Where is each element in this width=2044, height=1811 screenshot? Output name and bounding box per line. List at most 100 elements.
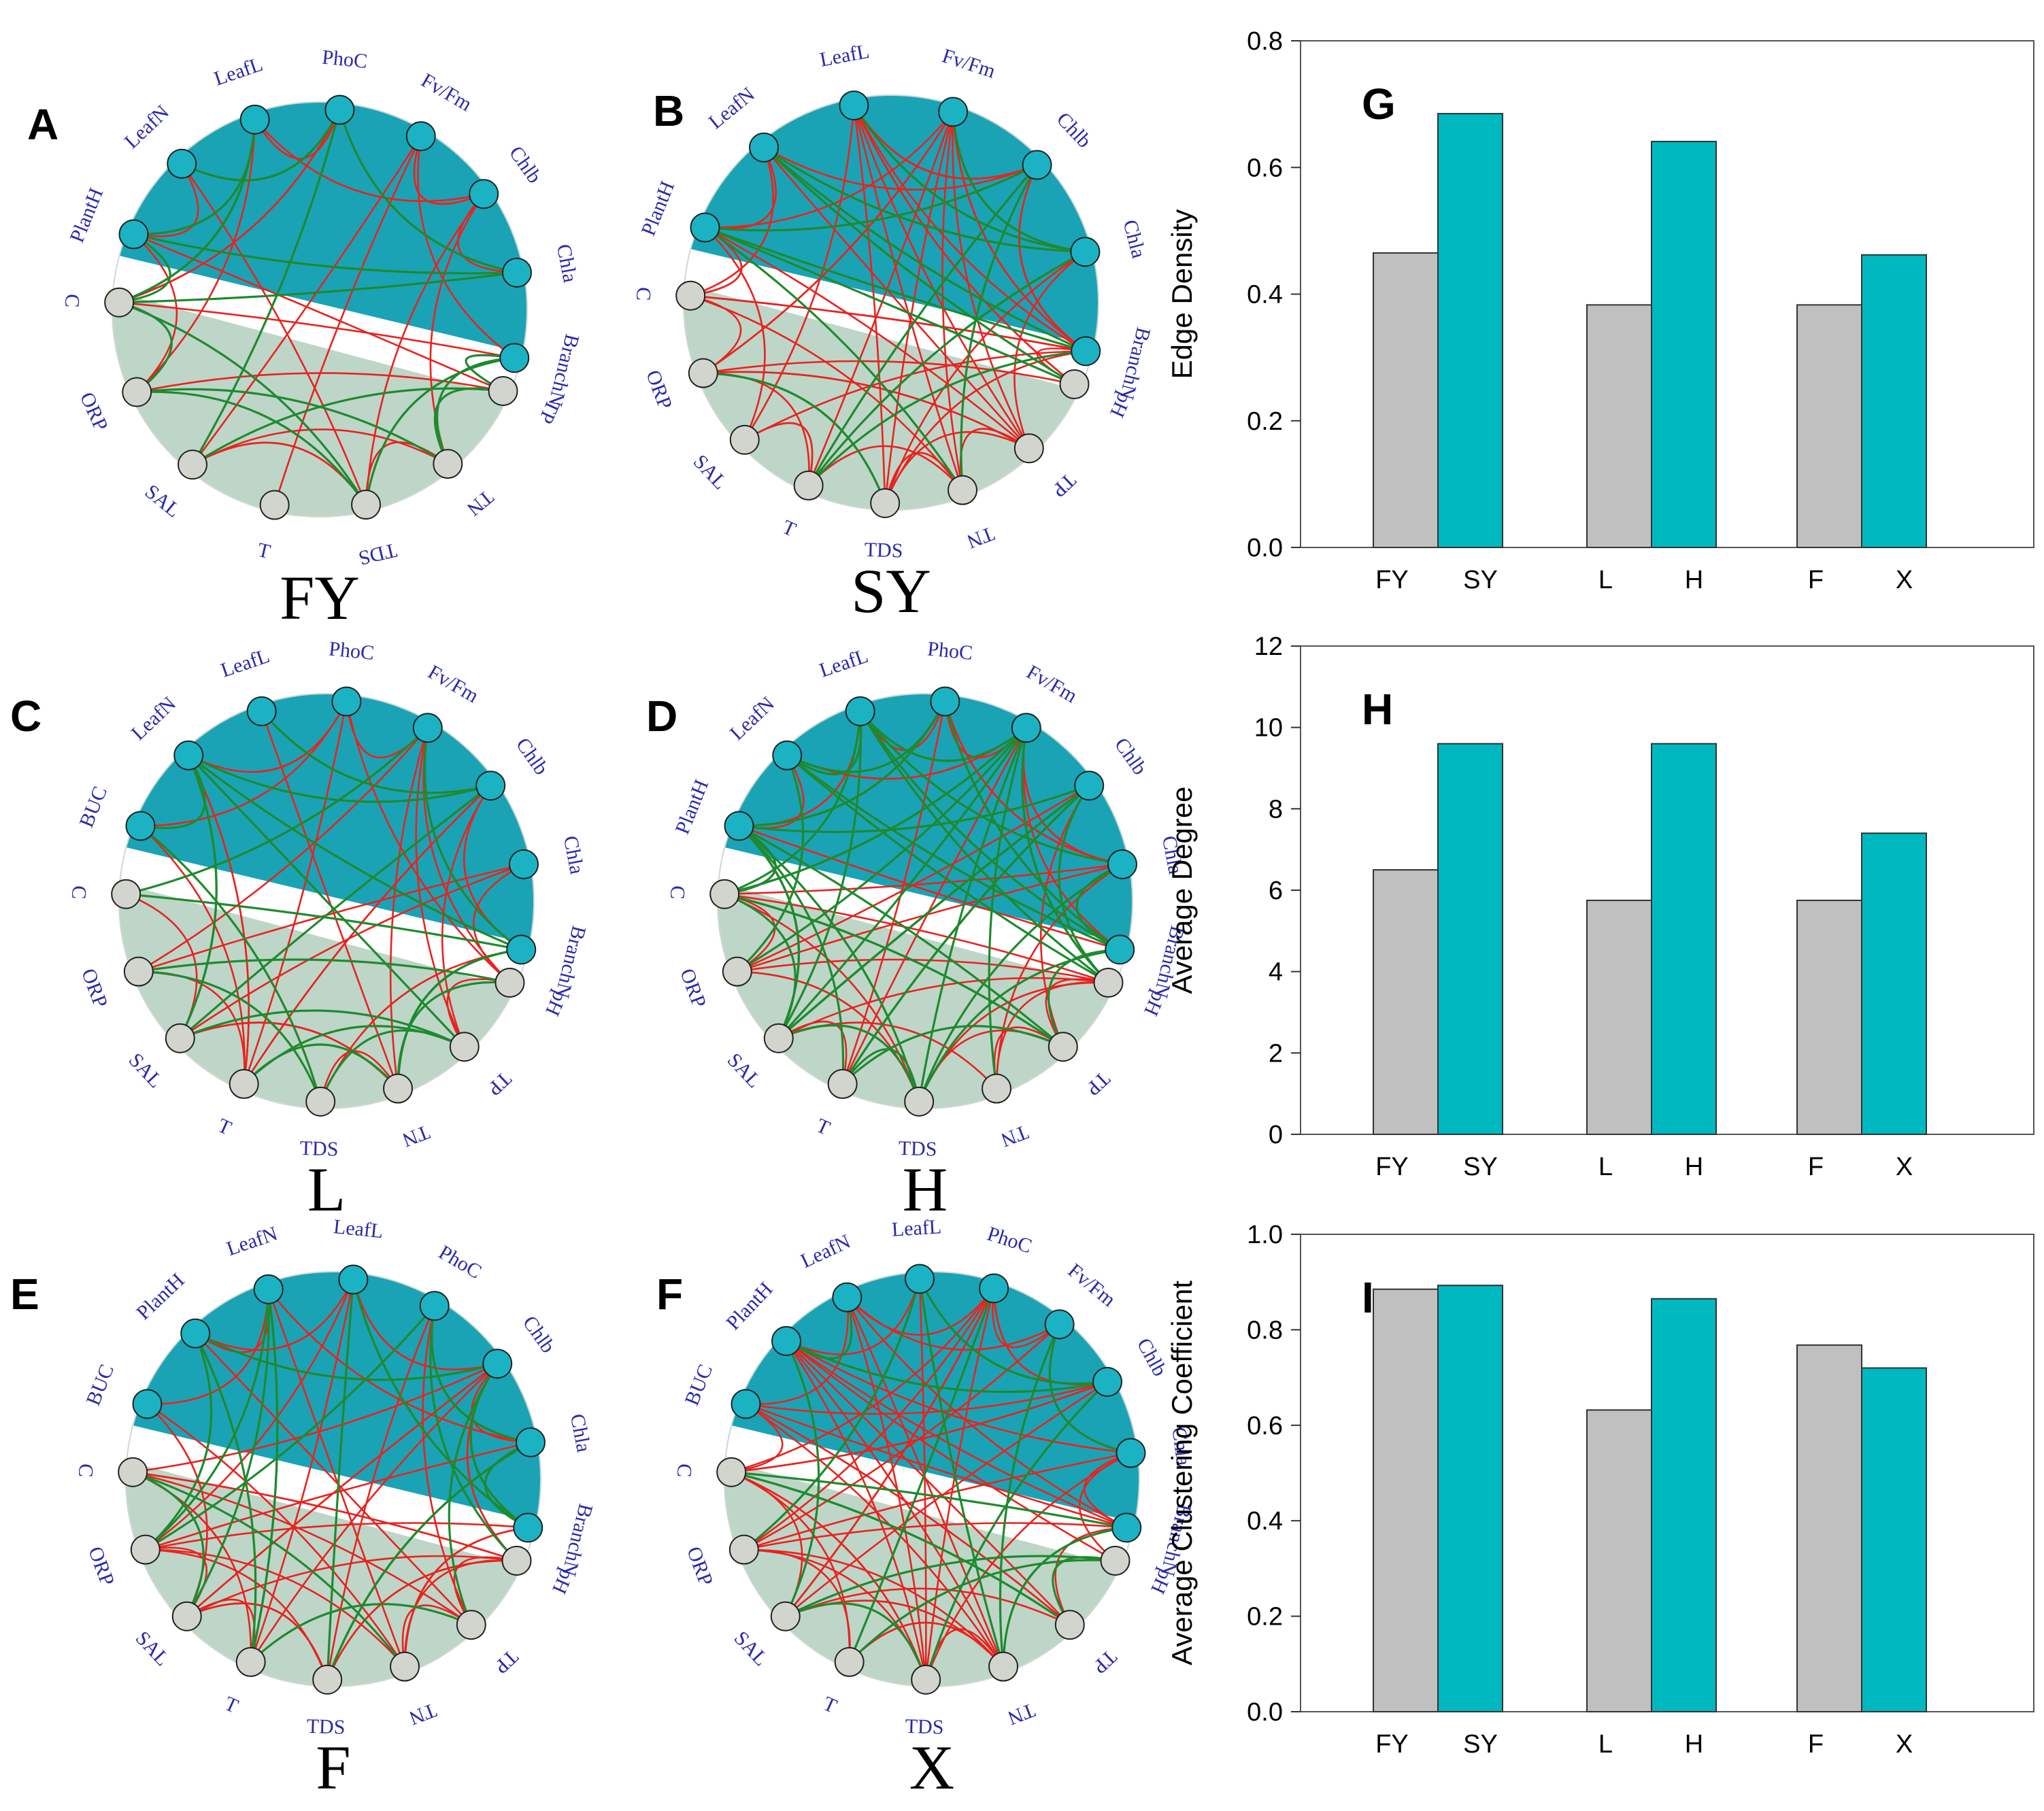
negative-edge	[859, 710, 1109, 984]
node-ORP	[688, 358, 718, 388]
node-TN	[433, 449, 463, 479]
positive-edge	[853, 105, 1038, 180]
positive-edge	[690, 147, 774, 297]
y-tick-label: 2	[1269, 1039, 1283, 1068]
negative-edge	[431, 1305, 531, 1444]
negative-edge	[786, 754, 1109, 984]
negative-edge	[738, 825, 800, 1039]
network-caption: H	[903, 1155, 948, 1224]
negative-edge	[138, 958, 510, 984]
negative-edge	[786, 711, 862, 776]
node-BUC	[132, 1389, 163, 1419]
negative-edge	[188, 754, 491, 803]
node-TN	[982, 1073, 1012, 1104]
negative-edge	[924, 1381, 1109, 1680]
negative-edge	[999, 1323, 1061, 1667]
negative-edge	[853, 105, 1086, 253]
x-tick-label: H	[1685, 1730, 1703, 1759]
positive-edge	[786, 1340, 1116, 1562]
node-Chlb	[1074, 771, 1105, 801]
positive-edge	[703, 371, 1030, 450]
negative-edge	[786, 754, 1120, 951]
negative-edge	[777, 784, 1090, 1039]
edges	[724, 700, 1123, 1102]
node-C	[709, 879, 740, 909]
panel-letter: H	[1362, 685, 1393, 734]
positive-edge	[724, 863, 1123, 895]
node-TN	[948, 475, 978, 505]
node-LeafL	[338, 1264, 369, 1295]
negative-edge	[786, 1297, 853, 1360]
node-T	[827, 1068, 858, 1099]
positive-edge	[786, 1340, 1071, 1626]
node-Chla	[1116, 1438, 1146, 1468]
positive-edge	[952, 112, 1086, 352]
node-TDS	[904, 1086, 935, 1117]
negative-edge	[118, 301, 173, 393]
negative-edge	[1048, 948, 1120, 1047]
positive-edge	[995, 981, 1109, 1089]
y-tick-label: 0.4	[1247, 1507, 1283, 1536]
negative-edge	[1058, 785, 1109, 984]
negative-edge	[785, 1555, 1116, 1618]
node-TN	[390, 1651, 420, 1682]
bar-F	[1796, 1344, 1862, 1712]
negative-edge	[859, 710, 1027, 762]
node-C	[104, 287, 135, 318]
node-Chlb	[469, 179, 499, 209]
negative-edge	[144, 1333, 213, 1551]
node-BranchN	[506, 934, 537, 965]
positive-edge	[473, 863, 524, 983]
bar-X	[1861, 254, 1927, 548]
negative-edge	[918, 1278, 1108, 1385]
positive-edge	[273, 135, 422, 505]
node-TDS	[351, 490, 382, 520]
negative-edge	[119, 271, 518, 304]
node-Fv/Fm	[405, 121, 436, 152]
positive-edge	[267, 1289, 406, 1668]
x-tick-label: F	[1808, 1153, 1824, 1181]
node-BranchN	[1071, 336, 1101, 367]
negative-edge	[784, 1340, 820, 1617]
positive-edge	[690, 294, 964, 491]
x-tick-label: L	[1598, 566, 1613, 594]
positive-edge	[846, 1297, 1005, 1668]
negative-edge	[738, 825, 1064, 1048]
negative-edge	[140, 754, 206, 830]
node-TP	[456, 1610, 486, 1640]
negative-edge	[785, 1602, 927, 1680]
negative-edge	[118, 301, 367, 505]
positive-edge	[952, 112, 1030, 449]
y-tick-label: 0.2	[1247, 1603, 1283, 1631]
negative-edge	[807, 350, 1086, 486]
bar-SY	[1437, 113, 1503, 548]
node-C	[675, 280, 706, 311]
bar-H	[1651, 1298, 1717, 1712]
plant-segment	[126, 693, 535, 945]
negative-edge	[918, 863, 1123, 1102]
positive-edge	[743, 105, 855, 441]
node-LeafL	[845, 696, 875, 726]
network-caption: F	[316, 1733, 350, 1802]
water-segment	[724, 1461, 1120, 1687]
positive-edge	[703, 111, 954, 374]
negative-edge	[1048, 1323, 1131, 1455]
negative-edge	[132, 1471, 205, 1617]
positive-edge	[389, 727, 429, 1089]
negative-edge	[724, 893, 1064, 1048]
negative-edge	[763, 146, 1086, 352]
negative-edge	[738, 825, 845, 1084]
positive-edge	[731, 1471, 927, 1680]
positive-edge	[267, 1289, 531, 1444]
negative-edge	[988, 727, 1028, 1089]
negative-edge	[126, 893, 522, 951]
positive-edge	[739, 825, 1120, 951]
node-TN	[383, 1073, 414, 1104]
negative-edge	[326, 1279, 354, 1680]
node-TDS	[312, 1664, 343, 1695]
node-LeafN	[749, 132, 780, 163]
positive-edge	[146, 1403, 406, 1668]
positive-edge	[132, 1471, 517, 1562]
edges	[118, 109, 518, 505]
node-SAL	[165, 1023, 195, 1053]
